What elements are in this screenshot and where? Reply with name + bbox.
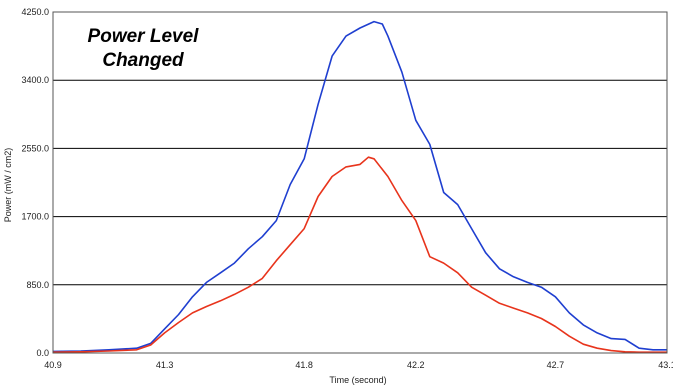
y-tick-label: 1700.0: [21, 212, 49, 222]
annotation-line-2: Changed: [102, 50, 184, 71]
x-tick-labels: 40.9 41.3 41.8 42.2 42.7 43.1: [44, 360, 673, 370]
x-tick-label: 41.8: [295, 360, 313, 370]
y-tick-label: 3400.0: [21, 75, 49, 85]
plot-frame: [52, 11, 668, 354]
y-axis-label: Power (mW / cm2): [3, 148, 13, 223]
x-axis-label: Time (second): [329, 375, 386, 385]
series-layer: [52, 20, 667, 354]
series-line-2: [52, 156, 667, 354]
y-tick-label: 0.0: [36, 348, 49, 358]
series-line-1: [52, 20, 667, 353]
x-tick-label: 42.2: [407, 360, 425, 370]
plot-background: [53, 12, 667, 353]
annotation-line-1: Power Level: [88, 26, 200, 47]
y-tick-labels: 0.0 850.0 1700.0 2550.0 3400.0 4250.0: [21, 7, 49, 358]
y-tick-label: 850.0: [26, 280, 49, 290]
x-tick-label: 42.7: [547, 360, 565, 370]
x-tick-label: 41.3: [156, 360, 174, 370]
x-tick-label: 43.1: [658, 360, 673, 370]
x-tick-label: 40.9: [44, 360, 62, 370]
y-tick-label: 2550.0: [21, 143, 49, 153]
y-tick-label: 4250.0: [21, 7, 49, 17]
